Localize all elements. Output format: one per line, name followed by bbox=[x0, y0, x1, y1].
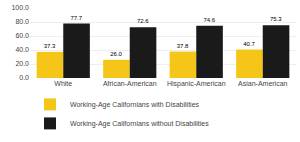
svg-text:72.6: 72.6 bbox=[137, 18, 149, 24]
svg-text:74.6: 74.6 bbox=[203, 17, 215, 23]
svg-text:100.0: 100.0 bbox=[11, 4, 29, 11]
svg-text:Asian-American: Asian-American bbox=[238, 80, 288, 87]
svg-text:77.7: 77.7 bbox=[70, 15, 82, 21]
svg-text:37.3: 37.3 bbox=[44, 43, 56, 49]
svg-text:40.0: 40.0 bbox=[15, 46, 29, 53]
svg-text:20.0: 20.0 bbox=[15, 60, 29, 67]
svg-text:African-American: African-American bbox=[103, 80, 157, 87]
svg-text:80.0: 80.0 bbox=[15, 18, 29, 25]
svg-text:Working-Age Californians with: Working-Age Californians with Disabiliti… bbox=[70, 101, 200, 109]
svg-text:75.3: 75.3 bbox=[270, 16, 282, 22]
svg-text:26.0: 26.0 bbox=[110, 51, 122, 57]
svg-text:White: White bbox=[54, 80, 72, 87]
svg-text:40.7: 40.7 bbox=[243, 41, 255, 47]
svg-text:60.0: 60.0 bbox=[15, 32, 29, 39]
svg-text:Working-Age Californians witho: Working-Age Californians without Disabil… bbox=[70, 120, 209, 128]
svg-text:37.8: 37.8 bbox=[177, 43, 189, 49]
svg-text:Hispanic-American: Hispanic-American bbox=[167, 80, 226, 88]
svg-text:0.0: 0.0 bbox=[19, 74, 29, 81]
